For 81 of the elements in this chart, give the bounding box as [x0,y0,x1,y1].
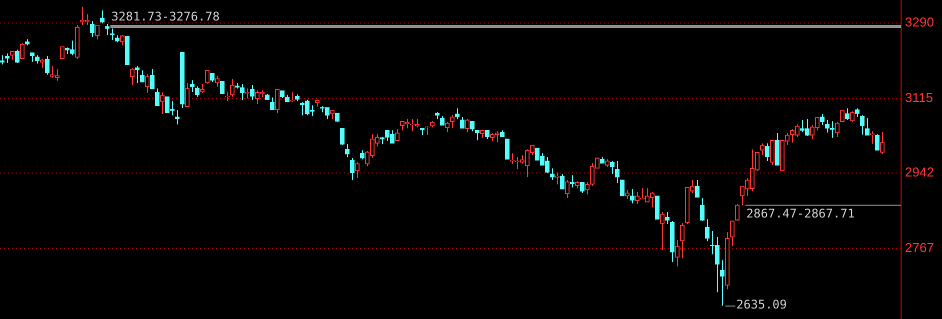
candlestick [550,168,555,181]
candlestick [624,189,630,200]
candlestick [154,88,160,106]
candlestick [630,188,635,204]
candlestick [610,160,615,174]
candlestick [104,24,110,36]
candlestick [680,222,685,259]
candlestick [464,118,470,133]
candlestick [344,144,350,158]
candlestick [704,218,710,242]
y-tick-label: 2942 [905,164,934,180]
candlestick [654,196,660,220]
candlestick [130,68,135,86]
candlestick [580,182,585,194]
candlestick [354,162,360,178]
candlestick [844,108,850,121]
candlestick [850,110,855,123]
candlestick [0,54,5,65]
candlestick [474,130,480,141]
candlestick [20,42,25,60]
ref-line-label: 2867.47-2867.71 [746,206,855,220]
candlestick [564,180,570,199]
candlestick [214,75,220,88]
ref-line-label: 2635.09 [736,298,787,312]
y-tick-label: 3115 [905,90,933,105]
candlestick [864,118,870,136]
candlestick [560,173,565,190]
candlestick [14,49,20,64]
candlestick [290,92,295,102]
candlestick [160,92,165,114]
candlestick [150,68,155,90]
candlestick [880,132,885,155]
candlestick [250,84,255,101]
candlestick [134,66,140,84]
candlestick [360,150,365,160]
candlestick [504,138,510,160]
candlestick [60,46,65,60]
candlestick [614,160,620,184]
candlestick [184,82,190,108]
candlestick [204,70,210,84]
candlestick [820,113,825,126]
candlestick [460,116,465,129]
candlestick [94,24,100,40]
candlestick [694,180,700,198]
candlestick [230,78,235,98]
candlestick [340,128,345,146]
candlestick [510,152,515,165]
candlestick [770,140,775,166]
ref-line-label: 3281.73-3276.78 [111,10,220,24]
candlestick [720,260,725,306]
candlestick [144,74,150,94]
candlestick [840,110,845,122]
candlestick [774,132,780,166]
candlestick [40,58,45,68]
candlestick [730,220,735,247]
candlestick [120,34,125,46]
candlestick [350,157,355,181]
candlestick [44,56,50,76]
candlestick [620,180,625,196]
candlestick [660,211,665,250]
candlestick [834,122,840,138]
candlestick [700,198,705,222]
candlestick [454,108,460,120]
candlestick [674,240,680,267]
candlestick [444,122,450,133]
candlestick [734,204,740,222]
candlestick [760,142,765,156]
candlestick [274,88,280,114]
candlestick [270,97,275,110]
candlestick [100,10,105,24]
candlestick [764,142,770,162]
y-tick-label: 2767 [905,240,934,256]
candlestick [860,114,865,136]
y-tick-label: 3290 [905,14,934,30]
candlestick [220,80,225,94]
candlestick [450,114,455,129]
candlestick [570,174,575,188]
candlestick [90,20,95,38]
candlestick [394,128,400,142]
candlestick [470,120,475,132]
candlestick [874,134,880,151]
